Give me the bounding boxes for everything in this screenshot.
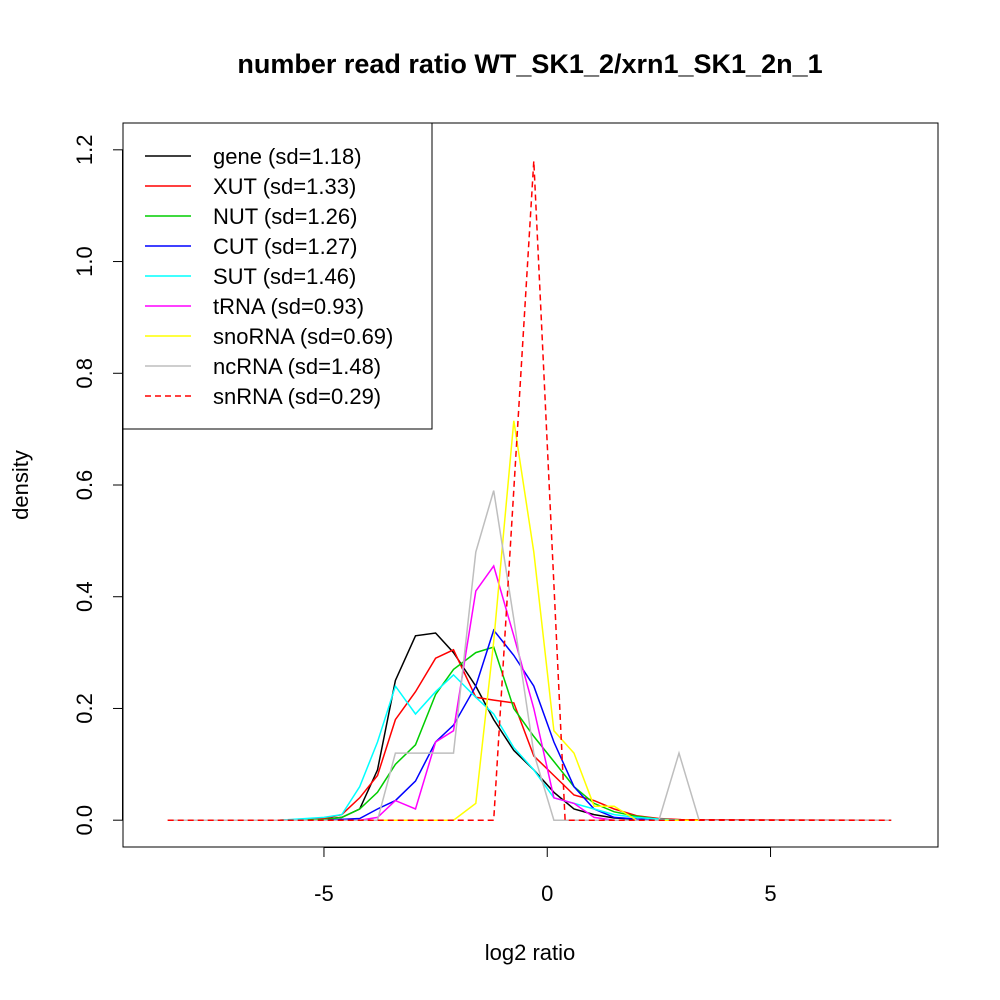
legend: gene (sd=1.18) XUT (sd=1.33) NUT (sd=1.26)… xyxy=(122,122,433,430)
legend-label: NUT (sd=1.26) xyxy=(213,204,357,229)
legend-label: SUT (sd=1.46) xyxy=(213,264,356,289)
y-tick-label: 0.2 xyxy=(72,693,97,724)
x-tick-label: -5 xyxy=(314,881,334,906)
legend-label: ncRNA (sd=1.48) xyxy=(213,354,381,379)
x-axis-label: log2 ratio xyxy=(485,940,576,965)
legend-item: CUT (sd=1.27) xyxy=(145,234,357,259)
y-tick-label: 0.8 xyxy=(72,358,97,389)
legend-label: snRNA (sd=0.29) xyxy=(213,384,381,409)
chart-title: number read ratio WT_SK1_2/xrn1_SK1_2n_1 xyxy=(237,49,822,79)
legend-item: snRNA (sd=0.29) xyxy=(145,384,381,409)
y-tick-label: 0.0 xyxy=(72,805,97,836)
legend-label: XUT (sd=1.33) xyxy=(213,174,356,199)
x-tick-label: 5 xyxy=(764,881,776,906)
legend-item: NUT (sd=1.26) xyxy=(145,204,357,229)
series-line-3 xyxy=(167,628,892,821)
y-tick-label: 0.4 xyxy=(72,581,97,612)
series-layer xyxy=(167,160,892,821)
legend-label: CUT (sd=1.27) xyxy=(213,234,357,259)
legend-item: XUT (sd=1.33) xyxy=(145,174,356,199)
y-tick-label: 1.2 xyxy=(72,135,97,166)
legend-item: snoRNA (sd=0.69) xyxy=(145,324,393,349)
y-tick-label: 0.6 xyxy=(72,470,97,501)
plot-frame xyxy=(122,122,939,848)
y-tick-label: 1.0 xyxy=(72,246,97,277)
series-line-7 xyxy=(167,490,892,821)
series-line-8 xyxy=(167,160,892,821)
axes-layer: -5 0 5 0.0 0.2 0.4 0.6 0.8 1.0 1.2 xyxy=(72,135,777,906)
x-tick-label: 0 xyxy=(541,881,553,906)
legend-item: tRNA (sd=0.93) xyxy=(145,294,364,319)
series-line-6 xyxy=(167,420,892,821)
series-line-4 xyxy=(167,673,892,821)
legend-item: gene (sd=1.18) xyxy=(145,144,362,169)
legend-label: snoRNA (sd=0.69) xyxy=(213,324,393,349)
y-axis-label: density xyxy=(8,450,33,520)
legend-item: SUT (sd=1.46) xyxy=(145,264,356,289)
legend-label: tRNA (sd=0.93) xyxy=(213,294,364,319)
series-line-5 xyxy=(167,564,892,821)
legend-item: ncRNA (sd=1.48) xyxy=(145,354,381,379)
legend-label: gene (sd=1.18) xyxy=(213,144,362,169)
